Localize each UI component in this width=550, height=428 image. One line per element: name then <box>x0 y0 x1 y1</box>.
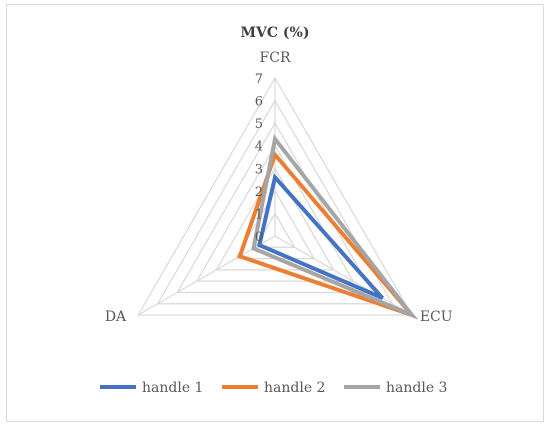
tick-label: 4 <box>255 140 263 155</box>
grid-ring <box>176 121 374 294</box>
legend: handle 1 handle 2 handle 3 <box>100 380 447 396</box>
axis-label-ecu: ECU <box>420 309 453 325</box>
grid-ring <box>137 76 413 316</box>
axis-labels: FCR ECU DA <box>105 50 453 325</box>
tick-label: 1 <box>255 207 263 222</box>
tick-label: 6 <box>255 95 263 110</box>
grid-ring <box>254 212 296 248</box>
chart-title: MVC (%) <box>241 25 310 41</box>
tick-label: 7 <box>255 72 263 87</box>
tick-labels: 0 1 2 3 4 5 6 7 <box>255 72 263 245</box>
radar-grid <box>137 76 413 316</box>
axis-label-da: DA <box>105 309 127 325</box>
grid-ring <box>195 144 355 282</box>
legend-label: handle 1 <box>142 380 203 396</box>
series-line-handle-2 <box>237 150 419 320</box>
series-line-handle-1 <box>257 173 385 300</box>
series-group <box>237 134 419 320</box>
tick-label: 0 <box>255 230 263 245</box>
legend-label: handle 2 <box>264 380 325 396</box>
tick-label: 2 <box>255 185 263 200</box>
tick-label: 5 <box>255 117 263 132</box>
tick-label: 3 <box>255 162 263 177</box>
axis-label-fcr: FCR <box>260 50 291 66</box>
series-line-handle-3 <box>251 134 419 320</box>
legend-label: handle 3 <box>386 380 447 396</box>
grid-spoke <box>274 235 413 316</box>
grid-ring <box>156 99 394 305</box>
